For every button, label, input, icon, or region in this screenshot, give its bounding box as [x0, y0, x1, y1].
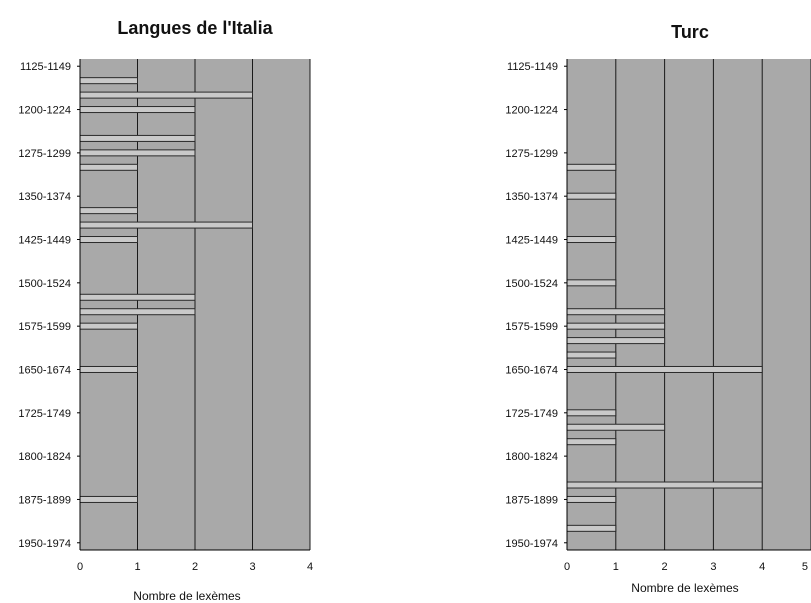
bar-1500-1524	[566, 279, 617, 287]
y-tick-label: 1425-1449	[18, 235, 71, 247]
bar-1875-1899	[566, 495, 617, 503]
y-tick-label: 1125-1149	[20, 61, 71, 73]
x-tick-label: 1	[613, 561, 619, 573]
bar-1650-1674	[566, 365, 763, 373]
x-tick-label: 3	[249, 561, 255, 573]
x-tick-label: 3	[710, 561, 716, 573]
x-tick-label: 2	[662, 561, 668, 573]
x-tick-label: 5	[802, 561, 808, 573]
x-tick-label: 0	[564, 561, 570, 573]
y-tick-label: 1575-1599	[505, 321, 558, 333]
chart-title-left: Langues de l'Italia	[117, 18, 273, 38]
y-tick-label: 1200-1224	[505, 105, 558, 117]
y-tick-label: 1200-1224	[18, 105, 71, 117]
bar-1350-1374	[566, 192, 617, 200]
y-tick-label: 1650-1674	[18, 364, 71, 376]
bar-1300-1324	[566, 163, 617, 171]
x-tick-label: 0	[77, 561, 83, 573]
bar-1850-1874	[566, 481, 763, 489]
x-tick-label: 1	[134, 561, 140, 573]
y-tick-label: 1275-1299	[18, 148, 71, 160]
x-tick-label: 2	[192, 561, 198, 573]
y-tick-label: 1725-1749	[18, 408, 71, 420]
plot-area	[567, 59, 811, 550]
bar-1600-1624	[566, 337, 666, 345]
y-tick-label: 1500-1524	[18, 278, 71, 290]
y-tick-label: 1500-1524	[505, 278, 558, 290]
y-tick-label: 1575-1599	[18, 321, 71, 333]
y-tick-label: 1275-1299	[505, 148, 558, 160]
y-tick-label: 1725-1749	[505, 408, 558, 420]
y-tick-label: 1950-1974	[505, 538, 558, 550]
bar-1775-1799	[566, 438, 617, 446]
y-tick-label: 1350-1374	[505, 191, 558, 203]
y-tick-label: 1875-1899	[18, 494, 71, 506]
y-tick-label: 1875-1899	[505, 494, 558, 506]
bar-1925-1949	[566, 524, 617, 532]
x-axis-label-right: Nombre de lexèmes	[631, 581, 739, 595]
y-tick-label: 1950-1974	[18, 538, 71, 550]
bar-1575-1599	[566, 322, 666, 330]
y-tick-label: 1650-1674	[505, 364, 558, 376]
chart-title-right: Turc	[671, 22, 709, 42]
y-tick-label: 1350-1374	[18, 191, 71, 203]
y-tick-label: 1425-1449	[505, 235, 558, 247]
y-tick-label: 1800-1824	[18, 451, 71, 463]
bar-1425-1449	[566, 236, 617, 244]
bar-1750-1774	[566, 423, 666, 431]
y-tick-label: 1800-1824	[505, 451, 558, 463]
bar-1550-1574	[566, 308, 666, 316]
x-axis-label-left: Nombre de lexèmes	[133, 589, 241, 603]
y-tick-label: 1125-1149	[507, 61, 558, 73]
x-tick-label: 4	[759, 561, 765, 573]
bar-1725-1749	[566, 409, 617, 417]
x-tick-label: 4	[307, 561, 313, 573]
bar-1625-1649	[566, 351, 617, 359]
